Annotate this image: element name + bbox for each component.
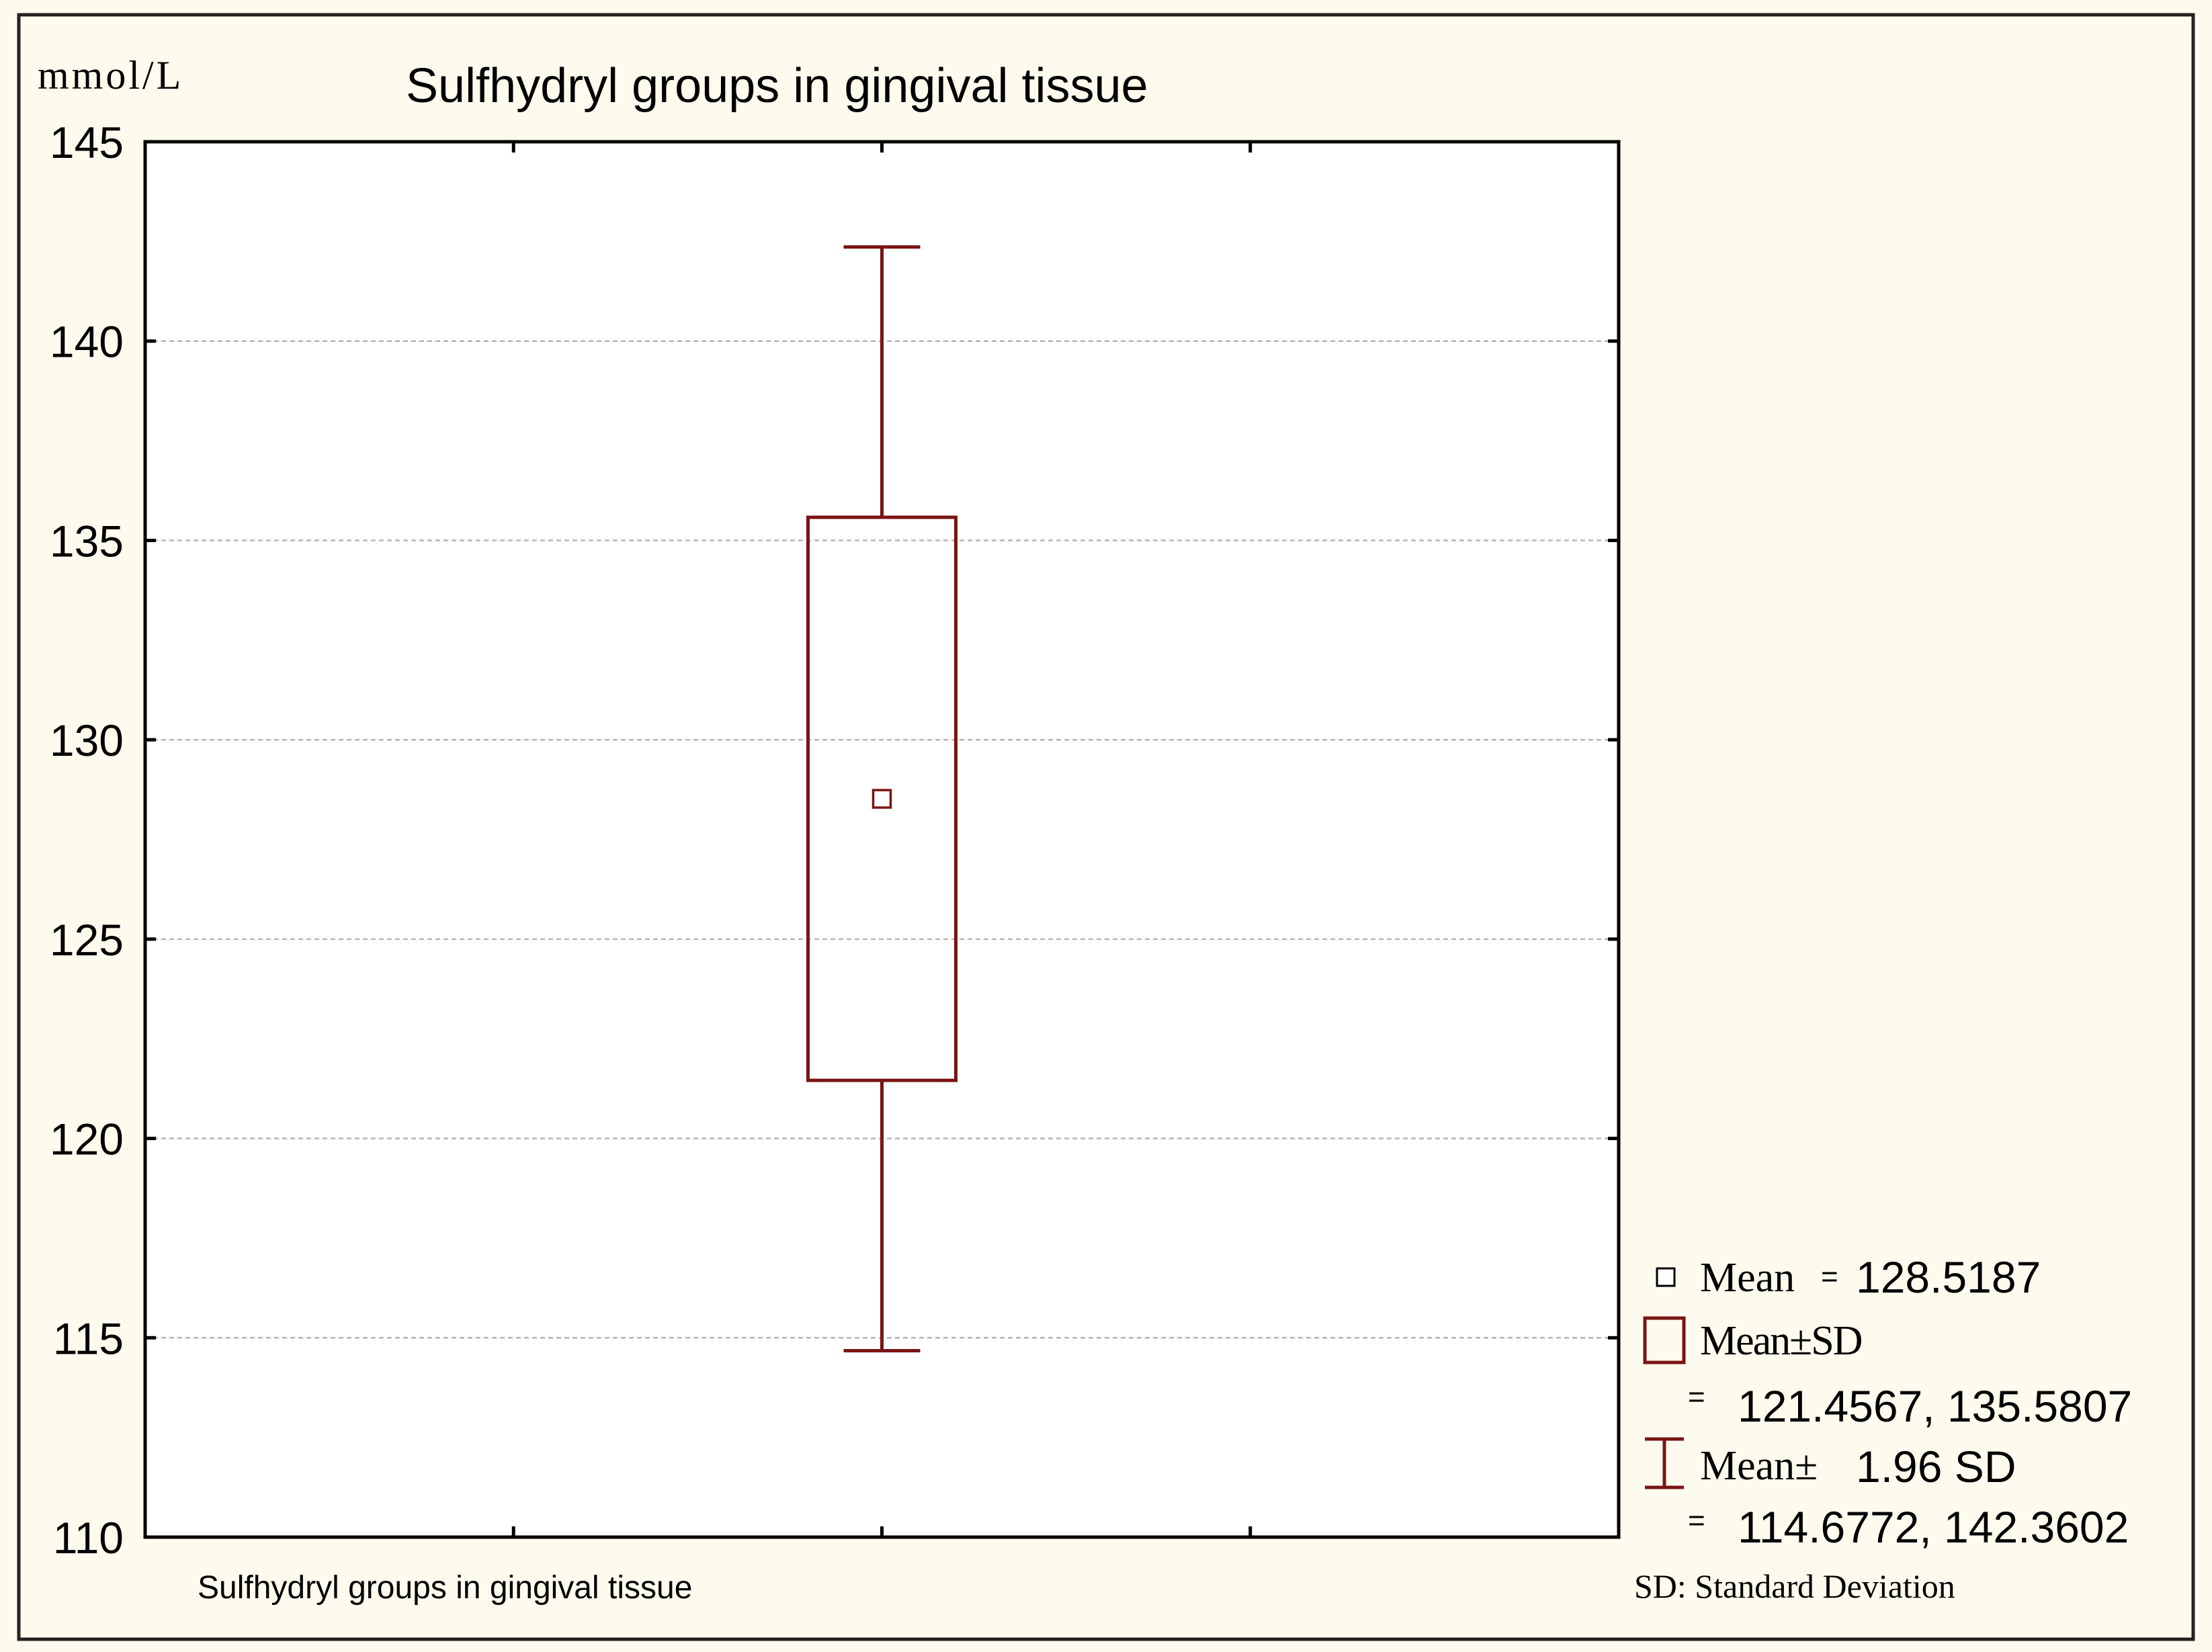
y-tick-label: 110 — [53, 1513, 124, 1563]
legend-sd-value: 121.4567, 135.5807 — [1738, 1381, 2132, 1431]
legend-mean-label: Mean — [1700, 1255, 1795, 1301]
mean-sd-box — [806, 515, 958, 1082]
legend-mean-icon — [1656, 1267, 1676, 1287]
y-tick-label: 145 — [50, 118, 124, 167]
legend: Mean = 128.5187 Mean±SD = 121.4567, 135.… — [1634, 1252, 2132, 1605]
legend-ci-eq: = — [1688, 1504, 1705, 1537]
y-tick-label: 115 — [53, 1313, 124, 1363]
x-axis-label: Sulfhydryl groups in gingival tissue — [198, 1570, 692, 1606]
mean-marker — [871, 789, 892, 809]
box-plot-series — [806, 245, 958, 1352]
y-tick-label: 135 — [50, 516, 124, 566]
legend-mean-eq: = — [1821, 1260, 1838, 1293]
legend-ci-value-label: 1.96 SD — [1856, 1442, 2016, 1491]
legend-ci-label: Mean± — [1700, 1443, 1818, 1489]
y-axis-ticks — [145, 140, 1619, 1539]
y-tick-label: 130 — [50, 715, 124, 765]
legend-sd-eq: = — [1688, 1381, 1705, 1414]
legend-sd-box-icon — [1643, 1316, 1686, 1364]
x-axis-ticks — [511, 142, 1252, 1537]
y-tick-label: 120 — [50, 1115, 124, 1164]
chart-title: Sulfhydryl groups in gingival tissue — [406, 59, 1148, 113]
y-axis-unit-label: mmol/L — [38, 53, 183, 97]
legend-ci-value: 114.6772, 142.3602 — [1738, 1502, 2129, 1552]
legend-sd-label: Mean±SD — [1700, 1318, 1862, 1364]
figure-border — [17, 13, 2195, 1641]
y-axis-tick-labels: 145 140 135 130 125 120 115 110 — [50, 118, 124, 1563]
y-tick-label: 140 — [50, 317, 124, 367]
legend-mean-value: 128.5187 — [1856, 1252, 2041, 1302]
legend-footnote: SD: Standard Deviation — [1634, 1567, 1955, 1605]
y-tick-label: 125 — [50, 915, 124, 965]
